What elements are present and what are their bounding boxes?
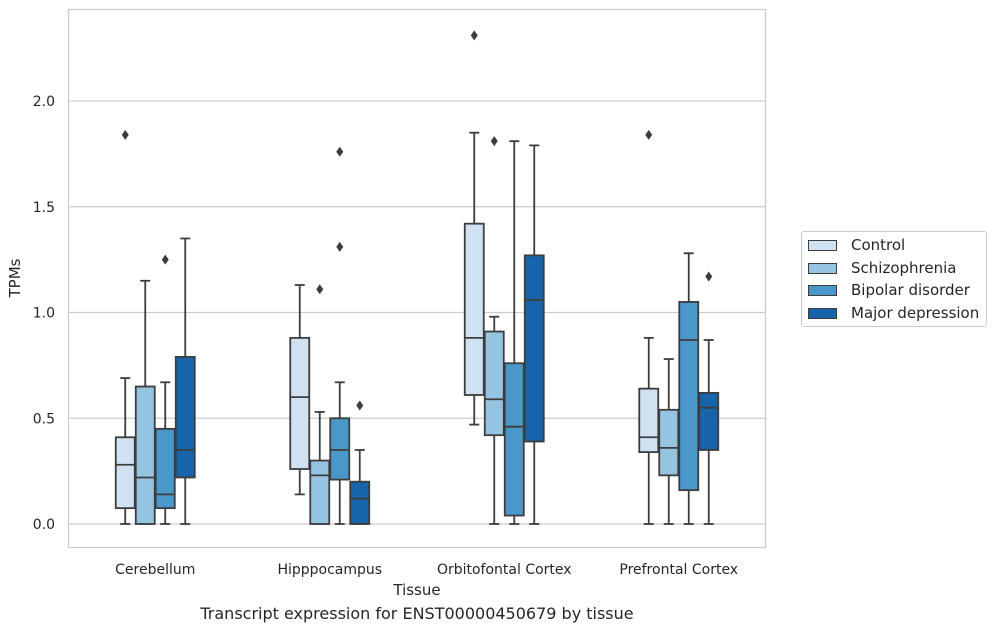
x-tick-labels: Cerebellum Hipppocampus Orbitofontal Corte… xyxy=(115,562,738,578)
box-control xyxy=(114,129,136,525)
outlier-point xyxy=(490,136,498,147)
outlier-point xyxy=(356,400,364,411)
box-schizophrenia xyxy=(134,279,156,525)
legend-label-bipolar-disorder: Bipolar disorder xyxy=(851,281,970,299)
y-tick-label: 0.5 xyxy=(33,411,55,427)
x-tick-label: Orbitofontal Cortex xyxy=(437,562,572,578)
box-iqr xyxy=(698,391,720,451)
outlier-point xyxy=(121,129,129,140)
y-tick-labels: 0.0 0.5 1.0 1.5 2.0 xyxy=(33,94,55,533)
legend-label-major-depression: Major depression xyxy=(851,304,980,322)
box-iqr xyxy=(114,436,136,510)
x-tick-label: Prefrontal Cortex xyxy=(619,562,738,578)
legend-item-major-depression: Major depression xyxy=(808,303,979,323)
y-tick-label: 1.0 xyxy=(33,306,55,322)
x-tick-label: Hipppocampus xyxy=(277,562,382,578)
outlier-point xyxy=(316,284,324,295)
legend-swatch-schizophrenia xyxy=(808,262,837,274)
box-iqr xyxy=(483,330,505,437)
y-tick-label: 2.0 xyxy=(33,94,55,110)
box-iqr xyxy=(638,387,660,453)
box-iqr xyxy=(289,336,311,470)
legend-swatch-control xyxy=(808,239,837,251)
box-iqr xyxy=(463,222,485,396)
box-iqr xyxy=(658,408,680,477)
box-major-depression xyxy=(698,271,720,525)
box-control xyxy=(638,129,660,525)
outlier-point xyxy=(161,254,169,265)
box-iqr xyxy=(329,417,351,481)
plot-frame xyxy=(67,8,767,549)
legend-label-control: Control xyxy=(851,236,906,254)
legend-label-schizophrenia: Schizophrenia xyxy=(851,259,957,277)
legend: Control Schizophrenia Bipolar disorder M… xyxy=(801,231,987,327)
outlier-point xyxy=(645,129,653,140)
legend-item-schizophrenia: Schizophrenia xyxy=(808,258,956,278)
box-major-depression xyxy=(174,237,196,525)
box-bipolar-disorder xyxy=(329,146,351,525)
box-schizophrenia xyxy=(658,358,680,525)
legend-item-bipolar-disorder: Bipolar disorder xyxy=(808,280,970,300)
legend-swatch-major-depression xyxy=(808,307,837,319)
outlier-point xyxy=(336,241,344,252)
box-iqr xyxy=(154,427,176,510)
box-iqr xyxy=(309,459,331,525)
box-bipolar-disorder xyxy=(678,252,700,525)
legend-item-control: Control xyxy=(808,235,905,255)
box-iqr xyxy=(523,254,545,443)
box-major-depression xyxy=(523,144,545,525)
y-tick-label: 1.5 xyxy=(33,200,55,216)
box-schizophrenia xyxy=(309,284,331,525)
x-axis-title: Tissue xyxy=(392,581,440,599)
outlier-point xyxy=(336,146,344,157)
x-tick-label: Cerebellum xyxy=(115,562,195,578)
box-bipolar-disorder xyxy=(503,140,525,525)
box-iqr xyxy=(678,301,700,492)
box-iqr xyxy=(503,362,525,517)
box-series xyxy=(114,30,720,525)
box-schizophrenia xyxy=(483,136,505,525)
box-control xyxy=(289,284,311,496)
box-iqr xyxy=(174,356,196,479)
outlier-point xyxy=(470,30,478,41)
box-control xyxy=(463,30,485,426)
box-iqr xyxy=(134,385,156,525)
box-major-depression xyxy=(349,400,371,525)
y-tick-label: 0.0 xyxy=(33,517,55,533)
y-axis-title: TPMs xyxy=(6,258,24,298)
chart-caption: Transcript expression for ENST0000045067… xyxy=(200,604,634,623)
legend-swatch-bipolar-disorder xyxy=(808,284,837,296)
box-iqr xyxy=(349,480,371,525)
box-bipolar-disorder xyxy=(154,254,176,525)
outlier-point xyxy=(705,271,713,282)
